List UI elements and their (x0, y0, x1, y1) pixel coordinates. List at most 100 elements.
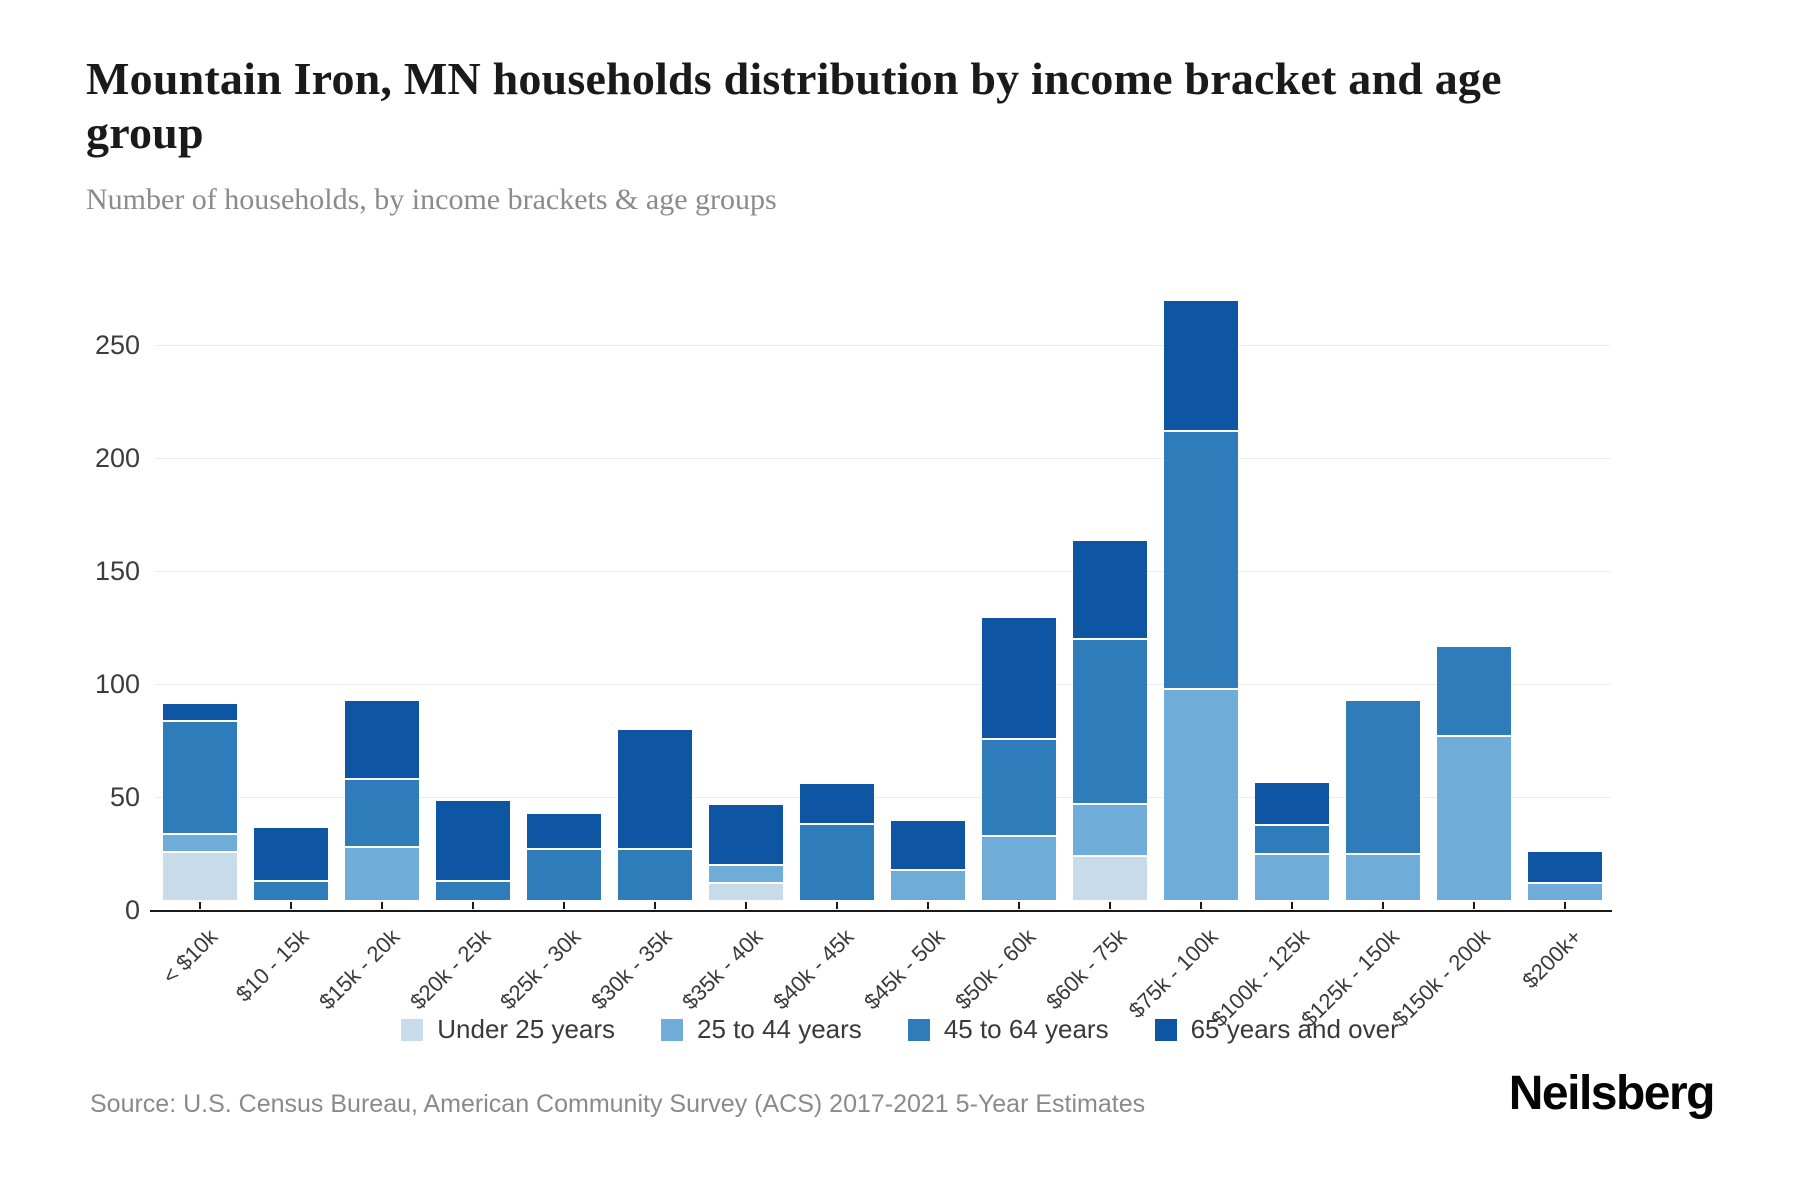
segment-under-25-years[interactable] (163, 853, 238, 900)
segment-65-years-and-over[interactable] (1072, 541, 1147, 640)
bar-$35k - 40k[interactable] (709, 805, 784, 900)
x-axis-label-$15k - 20k: $15k - 20k (313, 924, 405, 1015)
bar-slot-$50k - 60k (973, 270, 1064, 909)
segment-65-years-and-over[interactable] (618, 730, 693, 850)
bar-slot-$40k - 45k (792, 270, 883, 909)
gridline-50 (155, 797, 1610, 798)
segment-45-to-64-years[interactable] (436, 882, 511, 900)
legend-swatch-icon (907, 1018, 930, 1041)
legend-label: Under 25 years (437, 1014, 616, 1044)
legend-item-65-years-and-over[interactable]: 65 years and over (1154, 1014, 1399, 1045)
segment-45-to-64-years[interactable] (618, 850, 693, 900)
x-tick-mark (1108, 902, 1111, 909)
bar-$10 - 15k[interactable] (254, 828, 329, 900)
segment-65-years-and-over[interactable] (436, 801, 511, 882)
segment-25-to-44-years[interactable] (163, 835, 238, 853)
segment-under-25-years[interactable] (709, 884, 784, 900)
segment-65-years-and-over[interactable] (709, 805, 784, 866)
x-tick-mark (745, 902, 748, 909)
segment-45-to-64-years[interactable] (1345, 701, 1420, 855)
x-axis-label-$200k+: $200k+ (1517, 924, 1587, 994)
bar-$75k - 100k[interactable] (1163, 301, 1238, 900)
x-tick-mark (1017, 902, 1020, 909)
segment-65-years-and-over[interactable] (254, 828, 329, 882)
bar-$45k - 50k[interactable] (890, 821, 965, 900)
bar-$50k - 60k[interactable] (981, 618, 1056, 900)
gridline-200 (155, 458, 1610, 459)
x-tick-mark (1381, 902, 1384, 909)
gridline-250 (155, 345, 1610, 346)
footer: Source: U.S. Census Bureau, American Com… (0, 1066, 1800, 1136)
segment-25-to-44-years[interactable] (1163, 690, 1238, 900)
bar-$150k - 200k[interactable] (1436, 647, 1511, 900)
segment-65-years-and-over[interactable] (527, 814, 602, 850)
x-axis-label-$30k - 35k: $30k - 35k (586, 924, 677, 1015)
segment-25-to-44-years[interactable] (981, 837, 1056, 900)
segment-65-years-and-over[interactable] (345, 701, 420, 780)
segment-25-to-44-years[interactable] (890, 871, 965, 900)
x-axis-label-$50k - 60k: $50k - 60k (950, 924, 1041, 1015)
bar-$40k - 45k[interactable] (800, 784, 875, 900)
segment-65-years-and-over[interactable] (800, 784, 875, 825)
segment-45-to-64-years[interactable] (527, 850, 602, 900)
legend-item-25-to-44-years[interactable]: 25 to 44 years (661, 1014, 862, 1045)
segment-45-to-64-years[interactable] (981, 740, 1056, 837)
page-title: Mountain Iron, MN households distributio… (86, 53, 1502, 159)
bar-slot-< $10k (155, 270, 246, 909)
x-tick-mark (926, 902, 929, 909)
segment-45-to-64-years[interactable] (1254, 826, 1329, 855)
legend-swatch-icon (661, 1018, 684, 1041)
segment-45-to-64-years[interactable] (163, 722, 238, 835)
x-tick-mark (1290, 902, 1293, 909)
bar-$200k+[interactable] (1527, 852, 1602, 900)
page-subtitle: Number of households, by income brackets… (86, 182, 777, 216)
bar-< $10k[interactable] (163, 704, 238, 900)
legend-item-45-to-64-years[interactable]: 45 to 64 years (907, 1014, 1109, 1045)
segment-45-to-64-years[interactable] (1436, 647, 1511, 737)
bar-$100k - 125k[interactable] (1254, 783, 1329, 900)
segment-25-to-44-years[interactable] (1527, 884, 1602, 900)
segment-65-years-and-over[interactable] (890, 821, 965, 871)
x-tick-mark (472, 902, 475, 909)
bar-$25k - 30k[interactable] (527, 814, 602, 900)
bar-$15k - 20k[interactable] (345, 701, 420, 900)
segment-65-years-and-over[interactable] (163, 704, 238, 722)
legend-swatch-icon (1154, 1018, 1177, 1041)
bar-slot-$20k - 25k (428, 270, 519, 909)
x-axis-label-$60k - 75k: $60k - 75k (1041, 924, 1132, 1015)
segment-25-to-44-years[interactable] (1254, 855, 1329, 900)
segment-65-years-and-over[interactable] (1163, 301, 1238, 432)
bar-slot-$35k - 40k (701, 270, 792, 909)
segment-45-to-64-years[interactable] (800, 825, 875, 900)
bar-slot-$25k - 30k (519, 270, 610, 909)
y-tick-label-150: 150 (94, 556, 140, 586)
segment-45-to-64-years[interactable] (1163, 432, 1238, 690)
bar-slot-$200k+ (1519, 270, 1610, 909)
bar-slot-$150k - 200k (1428, 270, 1519, 909)
segment-65-years-and-over[interactable] (1527, 852, 1602, 884)
segment-under-25-years[interactable] (1072, 857, 1147, 900)
segment-25-to-44-years[interactable] (709, 866, 784, 884)
bar-$60k - 75k[interactable] (1072, 541, 1147, 900)
legend-label: 65 years and over (1190, 1014, 1399, 1044)
bar-$30k - 35k[interactable] (618, 730, 693, 900)
source-attribution: Source: U.S. Census Bureau, American Com… (90, 1090, 1146, 1118)
segment-25-to-44-years[interactable] (1072, 805, 1147, 857)
bar-slot-$30k - 35k (610, 270, 701, 909)
segment-25-to-44-years[interactable] (345, 848, 420, 900)
segment-45-to-64-years[interactable] (345, 780, 420, 848)
segment-25-to-44-years[interactable] (1436, 737, 1511, 900)
stacked-bar-chart: 0 50 100 150 200 250 < $10k $10 - 15k $15k - 20… (0, 260, 1800, 1032)
segment-65-years-and-over[interactable] (981, 618, 1056, 740)
segment-45-to-64-years[interactable] (1072, 640, 1147, 805)
x-axis-label-$40k - 45k: $40k - 45k (768, 924, 859, 1015)
segment-25-to-44-years[interactable] (1345, 855, 1420, 900)
x-tick-mark (1563, 902, 1566, 909)
legend-item-under-25-years[interactable]: Under 25 years (401, 1014, 615, 1045)
x-tick-mark (1199, 902, 1202, 909)
segment-65-years-and-over[interactable] (1254, 783, 1329, 826)
bar-$20k - 25k[interactable] (436, 801, 511, 900)
bar-$125k - 150k[interactable] (1345, 701, 1420, 900)
segment-45-to-64-years[interactable] (254, 882, 329, 900)
